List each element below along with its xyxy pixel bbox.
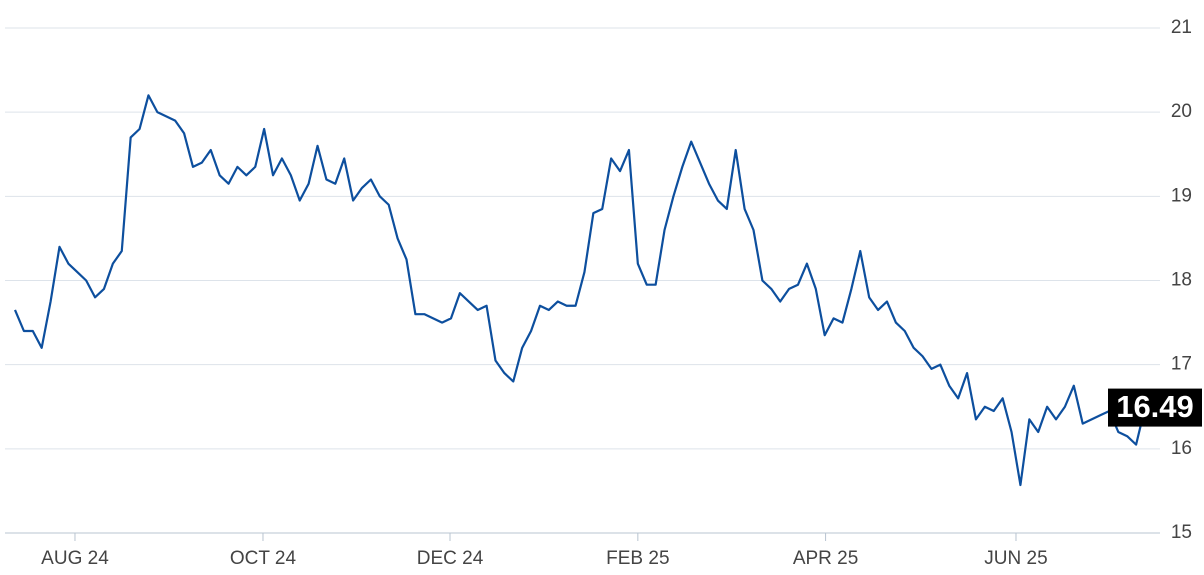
y-tick-label: 21 [1171,17,1192,38]
last-value-label: 16.49 [1116,389,1194,424]
y-tick-label: 18 [1171,270,1192,291]
y-tick-label: 19 [1171,185,1192,206]
x-tick-label: DEC 24 [417,548,484,569]
x-tick-label: OCT 24 [230,548,297,569]
x-tick-label: FEB 25 [606,548,669,569]
y-tick-label: 17 [1171,354,1192,375]
x-tick-label: APR 25 [793,548,858,569]
y-tick-label: 16 [1171,438,1192,459]
y-tick-label: 15 [1171,522,1192,543]
last-value-box [1108,388,1202,427]
x-tick-label: AUG 24 [41,548,109,569]
price-line [13,94,1147,487]
x-tick-label: JUN 25 [984,548,1047,569]
y-tick-label: 20 [1171,101,1192,122]
